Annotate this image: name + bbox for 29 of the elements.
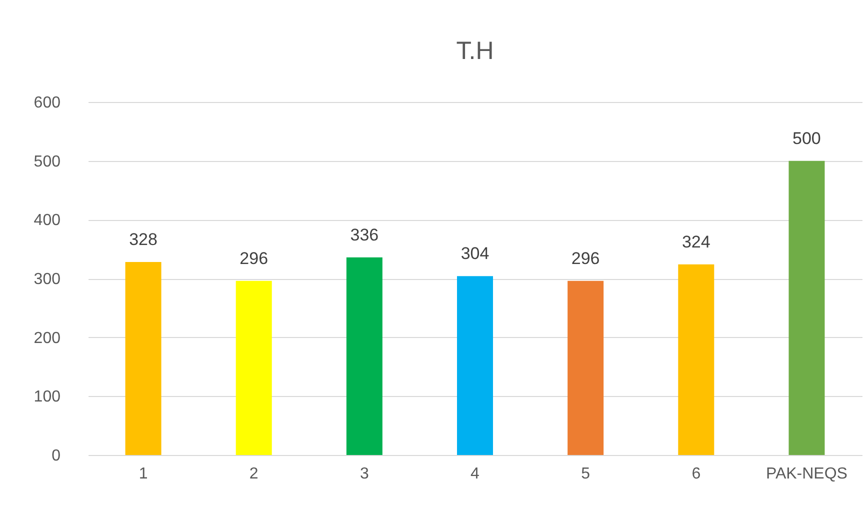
x-tick-label: 4 xyxy=(470,466,480,482)
y-tick-label: 0 xyxy=(52,448,61,464)
bar xyxy=(346,257,382,455)
data-label: 328 xyxy=(129,230,158,250)
y-tick-label: 500 xyxy=(34,153,61,170)
data-label: 296 xyxy=(240,248,268,268)
x-tick-label: 3 xyxy=(360,466,369,482)
data-label: 336 xyxy=(350,225,379,244)
bar xyxy=(678,264,714,455)
x-tick-label: 1 xyxy=(138,466,148,482)
bar xyxy=(236,280,272,455)
x-tick-label: 5 xyxy=(581,466,590,482)
chart-title: T.H xyxy=(456,37,494,65)
bar xyxy=(125,262,162,455)
bar xyxy=(568,280,604,455)
y-tick-label: 600 xyxy=(34,94,61,112)
x-tick-label: PAK-NEQS xyxy=(766,466,848,482)
x-tick-label: 2 xyxy=(249,466,258,482)
data-label: 296 xyxy=(571,248,600,268)
bar xyxy=(788,160,825,455)
y-tick-label: 100 xyxy=(34,388,61,406)
y-tick-label: 400 xyxy=(34,212,61,230)
data-label: 304 xyxy=(460,244,490,264)
x-tick-label: 6 xyxy=(692,466,701,482)
data-label: 324 xyxy=(682,232,710,252)
bar xyxy=(457,276,493,455)
y-tick-label: 300 xyxy=(34,271,61,288)
data-label: 500 xyxy=(792,128,821,148)
y-tick-label: 200 xyxy=(34,330,61,347)
